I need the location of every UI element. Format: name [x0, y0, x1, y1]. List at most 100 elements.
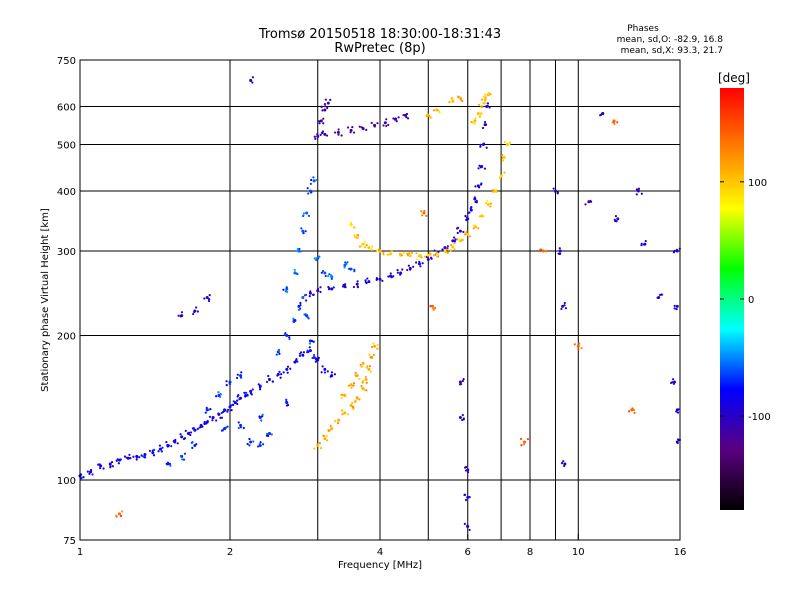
data-point: [673, 307, 676, 310]
data-point: [328, 273, 331, 276]
y-tick-label: 100: [57, 476, 76, 487]
data-point: [381, 279, 384, 282]
data-point: [341, 413, 344, 416]
data-point: [366, 277, 369, 280]
data-point: [501, 159, 505, 162]
data-point: [286, 290, 289, 294]
data-point: [180, 435, 183, 438]
data-point: [656, 296, 659, 299]
data-point: [297, 308, 300, 311]
data-point: [232, 403, 235, 406]
data-point: [577, 348, 580, 351]
data-point: [308, 342, 312, 345]
data-point: [406, 117, 410, 120]
data-point: [614, 219, 617, 223]
data-point: [429, 305, 432, 308]
data-point: [405, 116, 408, 119]
data-point: [238, 398, 241, 401]
data-point: [482, 142, 486, 145]
data-point: [435, 254, 438, 257]
data-point: [207, 299, 211, 303]
data-point: [323, 437, 327, 441]
data-point: [349, 128, 353, 132]
data-point: [415, 252, 418, 255]
data-point: [361, 242, 365, 246]
data-point: [237, 421, 240, 424]
data-point: [327, 274, 330, 278]
data-point: [285, 367, 289, 371]
data-point: [299, 250, 303, 253]
data-point: [466, 471, 470, 474]
data-point: [285, 287, 289, 291]
data-point: [341, 409, 344, 412]
data-point: [372, 342, 375, 345]
data-point: [252, 440, 255, 443]
data-point: [304, 230, 307, 233]
data-point: [128, 453, 131, 456]
data-point: [556, 192, 559, 195]
data-point: [376, 250, 379, 253]
data-point: [299, 304, 302, 307]
data-point: [491, 189, 495, 192]
data-point: [151, 451, 155, 455]
data-point: [364, 375, 368, 378]
x-tick-label: 10: [572, 547, 585, 558]
data-point: [99, 467, 102, 470]
data-point: [285, 286, 288, 289]
data-point: [451, 96, 454, 100]
x-tick-label: 1: [77, 547, 83, 558]
data-point: [367, 246, 371, 250]
phase-info-o: mean, sd,O: -82.9, 16.8: [617, 35, 724, 45]
data-point: [191, 446, 194, 450]
data-point: [89, 470, 93, 474]
data-point: [612, 120, 616, 124]
data-point: [486, 202, 490, 206]
data-point: [462, 417, 465, 420]
data-point: [365, 389, 368, 392]
data-point: [388, 253, 391, 256]
data-point: [466, 232, 470, 236]
data-point: [301, 229, 305, 233]
data-point: [287, 403, 290, 407]
data-point: [307, 214, 311, 218]
data-point: [356, 280, 359, 283]
data-point: [304, 299, 308, 302]
data-point: [319, 286, 322, 289]
data-point: [387, 275, 390, 278]
data-point: [468, 528, 471, 532]
data-point: [267, 377, 271, 381]
data-point: [410, 251, 413, 254]
data-point: [401, 268, 404, 271]
data-point: [475, 199, 478, 203]
data-point: [673, 249, 677, 252]
data-point: [406, 254, 410, 257]
data-point: [676, 438, 680, 441]
data-point: [325, 134, 329, 137]
data-points: [78, 76, 681, 532]
data-point: [438, 111, 441, 114]
data-point: [179, 315, 182, 318]
data-point: [644, 239, 647, 243]
data-point: [423, 255, 427, 258]
data-point: [464, 469, 468, 472]
data-point: [358, 377, 361, 380]
data-point: [477, 103, 481, 106]
data-point: [343, 393, 346, 396]
data-point: [182, 458, 186, 461]
data-point: [400, 254, 403, 257]
data-point: [344, 261, 347, 264]
x-tick-label: 16: [674, 547, 687, 558]
data-point: [461, 418, 464, 422]
data-point: [348, 267, 351, 271]
data-point: [279, 376, 282, 379]
data-point: [320, 271, 323, 274]
data-point: [307, 192, 310, 195]
y-tick-label: 400: [57, 187, 76, 198]
data-point: [478, 164, 481, 167]
data-point: [88, 472, 91, 476]
data-point: [278, 352, 281, 355]
data-point: [292, 317, 295, 320]
colorbar-tick-label: 100: [748, 178, 767, 189]
data-point: [495, 188, 498, 191]
data-point: [90, 468, 93, 472]
